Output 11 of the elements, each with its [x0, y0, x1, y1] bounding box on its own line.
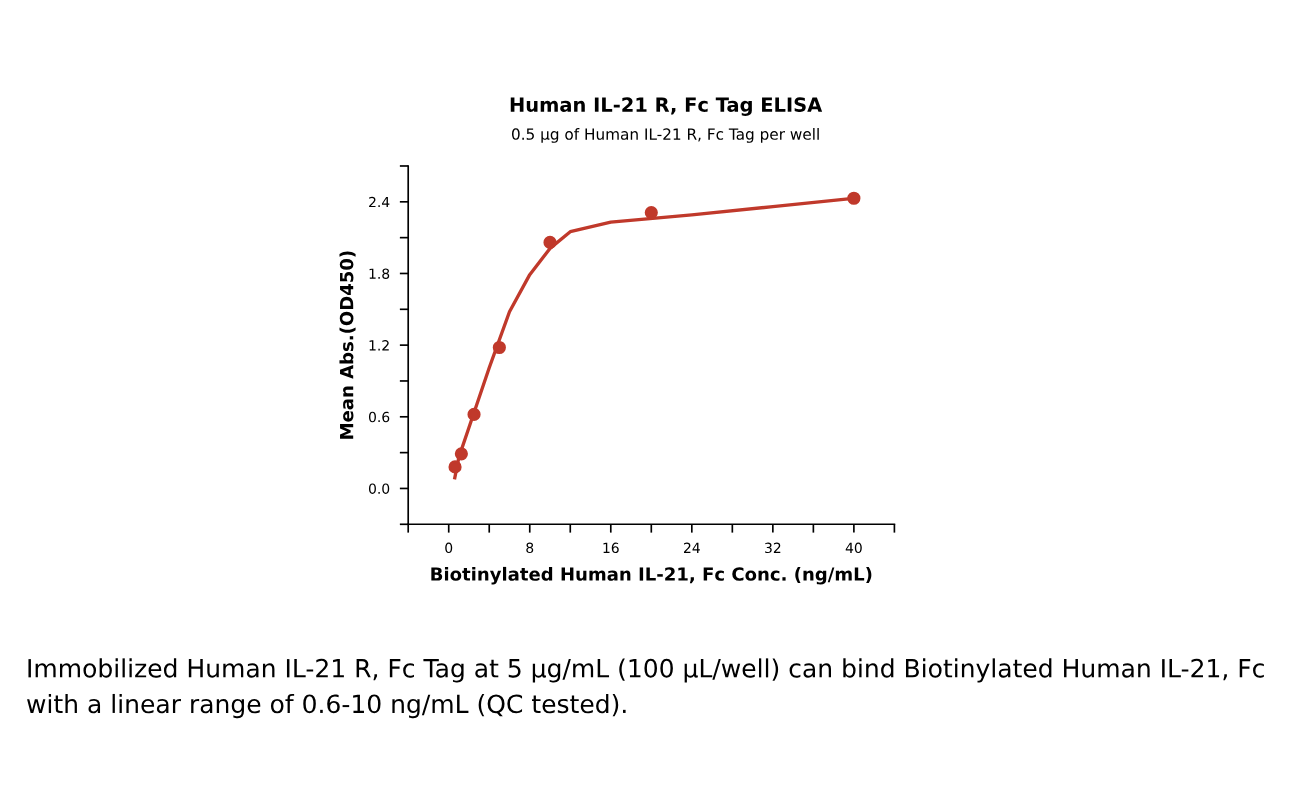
chart-title: Human IL-21 R, Fc Tag ELISA	[510, 97, 823, 116]
y-axis-title: Mean Abs.(OD450)	[339, 251, 356, 439]
point	[467, 407, 481, 421]
point	[492, 340, 506, 355]
text: Immobilized Human IL-21 R, Fc Tag at 5 μg/mL (100 μL/well) can bind Biotinylated Human IL-21, Fc with a linear range of 0.6-10 ng/mL (QC tested).	[27, 658, 1264, 719]
point	[644, 205, 658, 220]
point	[847, 191, 861, 205]
point	[543, 235, 557, 250]
point	[454, 447, 468, 461]
x-axis-title: Biotinylated Human IL-21, Fc Conc. (ng/mL)	[431, 566, 872, 585]
point	[448, 460, 462, 474]
